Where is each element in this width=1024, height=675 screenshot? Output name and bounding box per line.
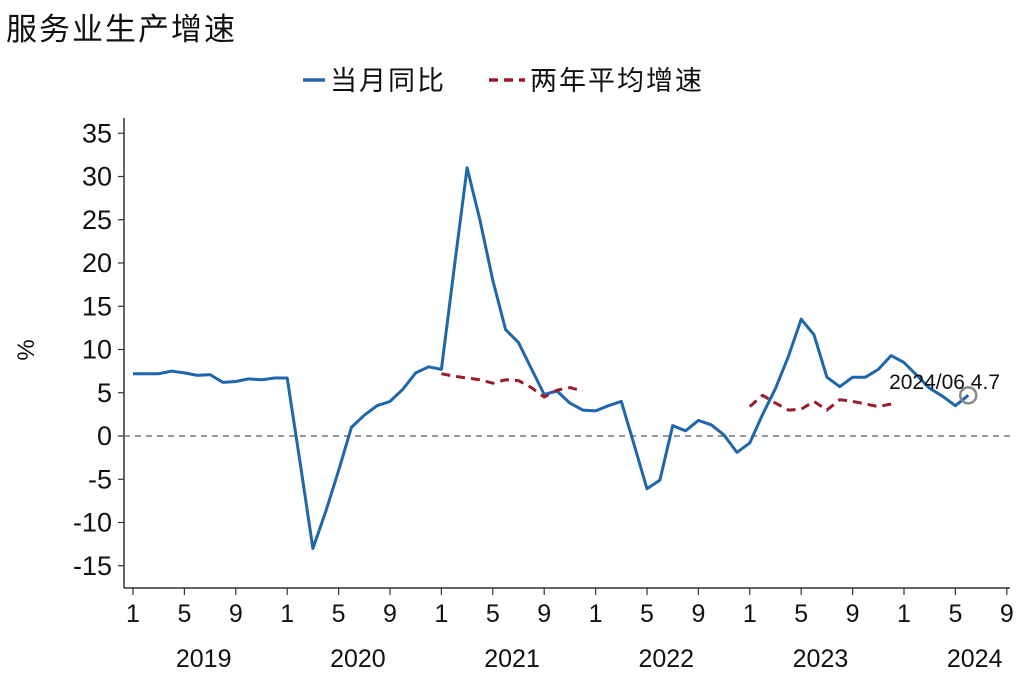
- x-tick-label: 1: [897, 600, 911, 628]
- y-tick-label: 35: [82, 118, 112, 148]
- annotation-label: 2024/06 4.7: [889, 371, 1000, 394]
- x-tick-label: 9: [691, 600, 705, 628]
- legend: 当月同比 两年平均增速: [303, 66, 704, 97]
- x-tick-label: 1: [743, 600, 757, 628]
- y-tick-label: -10: [73, 508, 112, 538]
- x-tick-label: 5: [948, 600, 962, 628]
- y-tick-label: 20: [82, 248, 112, 278]
- x-tick-label: 9: [383, 600, 397, 628]
- x-tick-label: 9: [846, 600, 860, 628]
- x-tick-label: 1: [280, 600, 294, 628]
- series-line-two-year-average: [441, 372, 584, 399]
- y-tick-label: 30: [82, 162, 112, 192]
- x-tick-label: 5: [486, 600, 500, 628]
- y-axis: 35 30 25 20 15 10 5 0 -5 -10 -15%: [13, 118, 125, 588]
- x-year-label: 2024: [947, 645, 1003, 673]
- x-tick-label: 1: [126, 600, 140, 628]
- x-year-label: 2023: [793, 645, 849, 673]
- y-tick-label: -5: [88, 464, 112, 494]
- x-tick-label: 5: [332, 600, 346, 628]
- series-line-two-year-average: [748, 393, 892, 412]
- y-tick-label: 0: [97, 421, 112, 451]
- x-tick-label: 1: [589, 600, 603, 628]
- page-title: 服务业生产增速: [6, 12, 237, 48]
- x-year-label: 2019: [176, 645, 232, 673]
- x-tick-label: 9: [1000, 600, 1014, 628]
- annotation-group: 2024/06 4.7: [889, 371, 1000, 405]
- x-tick-label: 1: [434, 600, 448, 628]
- y-axis-label: %: [13, 339, 40, 360]
- x-tick-label: 5: [640, 600, 654, 628]
- x-year-label: 2021: [484, 645, 540, 673]
- legend-label-month-yoy: 当月同比: [330, 66, 446, 97]
- x-tick-label: 9: [537, 600, 551, 628]
- x-year-label: 2020: [330, 645, 386, 673]
- y-tick-label: 25: [82, 205, 112, 235]
- y-tick-label: 10: [82, 335, 112, 365]
- y-tick-label: 15: [82, 291, 112, 321]
- series-line-month-yoy: [133, 166, 970, 550]
- x-year-label: 2022: [638, 645, 694, 673]
- x-tick-label: 5: [794, 600, 808, 628]
- y-tick-label: -15: [73, 551, 112, 581]
- x-tick-label: 9: [229, 600, 243, 628]
- legend-label-two-year-average: 两年平均增速: [530, 66, 704, 97]
- series-lines: [133, 166, 970, 550]
- y-tick-label: 5: [97, 378, 112, 408]
- annotation-marker: [959, 386, 978, 405]
- x-axis: 1 5 9 1 5 9 1 5 9 1 5 9 1 5 9 1 5 9 2019 2020 2021 2022 2023 20…: [124, 587, 1014, 673]
- x-tick-label: 5: [177, 600, 191, 628]
